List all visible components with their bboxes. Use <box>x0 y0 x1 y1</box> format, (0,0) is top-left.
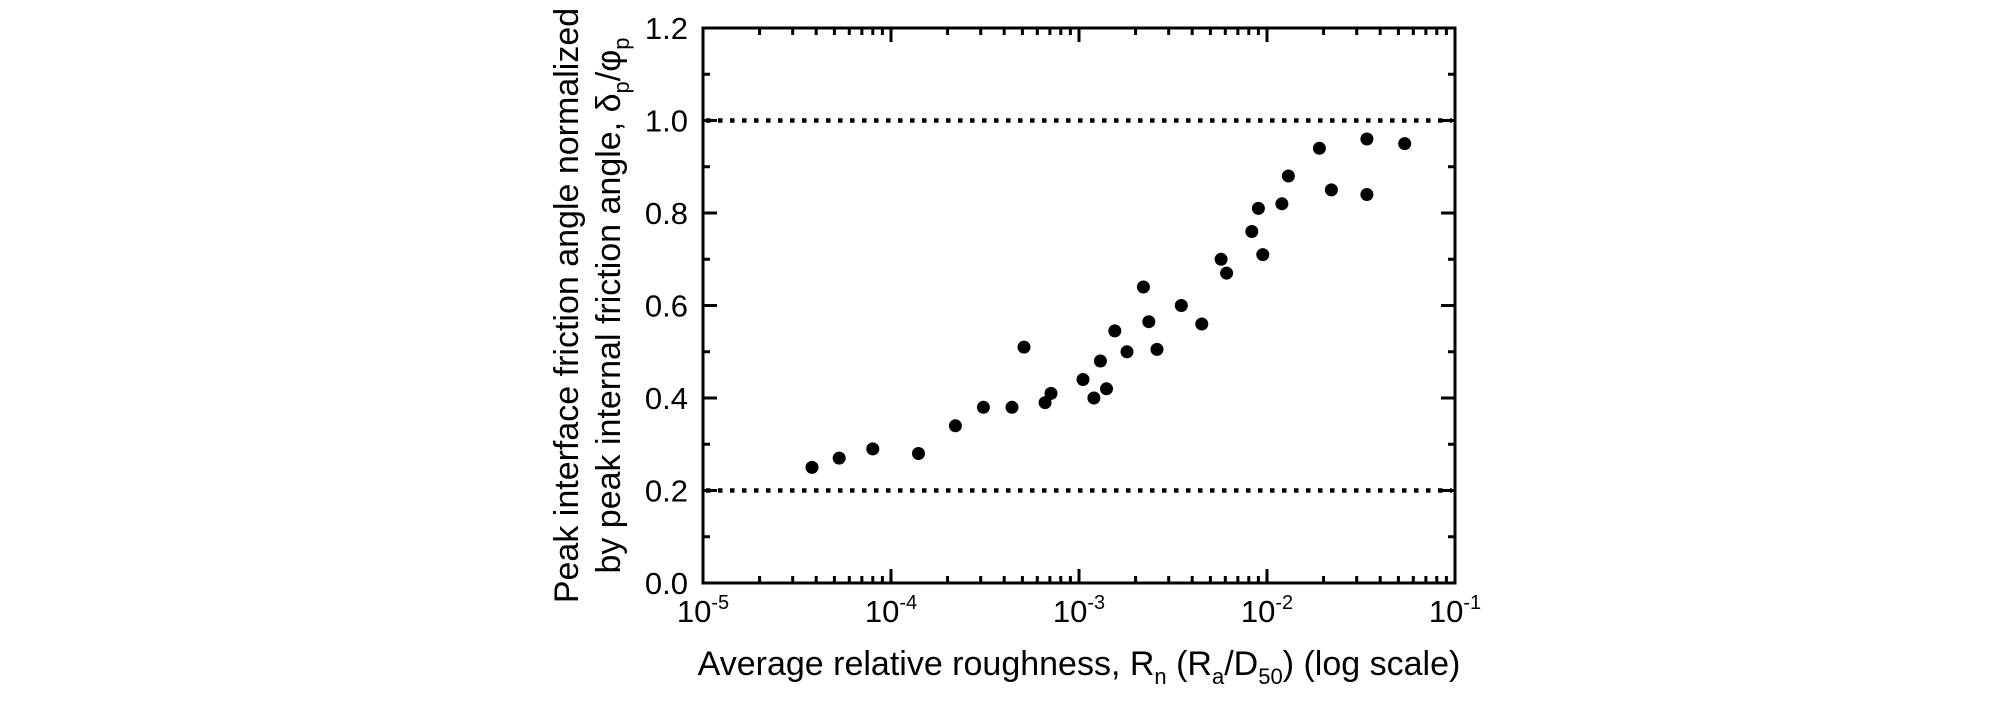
data-point <box>1214 252 1228 266</box>
data-point <box>1251 201 1265 215</box>
axis-ticks: 10-5 10-4 10-3 10-2 10-1 0.0 0.2 0.4 0.6 0.8 1.0 1.… <box>645 11 1481 629</box>
data-point <box>1195 317 1209 331</box>
data-point <box>1256 248 1270 262</box>
data-point <box>1142 315 1156 329</box>
reference-lines <box>706 118 1452 493</box>
y-tick-label: 0.0 <box>645 566 688 601</box>
data-points <box>805 132 1412 474</box>
data-point <box>912 447 925 460</box>
data-point <box>1093 354 1107 368</box>
data-point <box>1005 400 1019 414</box>
x-tick-label: 10-3 <box>1053 592 1105 629</box>
data-point <box>1312 141 1326 155</box>
data-point <box>1281 169 1295 183</box>
data-point <box>1076 373 1090 386</box>
x-tick-label: 10-5 <box>677 592 729 629</box>
data-point <box>1150 342 1164 356</box>
x-tick-label: 10-1 <box>1429 592 1481 629</box>
data-point <box>1136 280 1150 294</box>
data-point <box>1108 324 1122 338</box>
data-point <box>866 442 880 456</box>
x-tick-label: 10-4 <box>865 592 917 629</box>
data-point <box>1245 225 1259 238</box>
data-point <box>1275 197 1289 211</box>
y-axis-label-line1: Peak interface friction angle normalized <box>548 8 586 603</box>
data-point <box>805 460 819 474</box>
x-axis-label: Average relative roughness, Rn (Ra/D50) … <box>698 645 1461 689</box>
y-tick-label: 0.8 <box>645 196 688 231</box>
data-point <box>1324 183 1338 197</box>
data-point <box>1360 132 1374 146</box>
data-point <box>1038 396 1052 410</box>
data-point <box>1220 266 1234 280</box>
data-point <box>1398 137 1412 151</box>
y-tick-label: 1.0 <box>645 104 688 139</box>
x-tick-label: 10-2 <box>1241 592 1293 629</box>
data-point <box>1100 382 1113 396</box>
y-axis-label-line2: by peak internal friction angle, δp/φp <box>590 37 634 573</box>
y-tick-label: 0.4 <box>645 381 688 416</box>
plot-box <box>701 26 1457 585</box>
data-point <box>1087 391 1101 405</box>
y-tick-label: 1.2 <box>645 11 688 46</box>
data-point <box>1120 345 1134 359</box>
data-point <box>948 419 962 433</box>
data-point <box>976 400 990 414</box>
data-point <box>1017 340 1031 354</box>
y-tick-label: 0.2 <box>645 474 688 509</box>
data-point <box>1360 188 1374 201</box>
data-point <box>832 451 846 465</box>
y-tick-label: 0.6 <box>645 289 688 324</box>
data-point <box>1174 299 1188 312</box>
data-point <box>1044 386 1058 400</box>
